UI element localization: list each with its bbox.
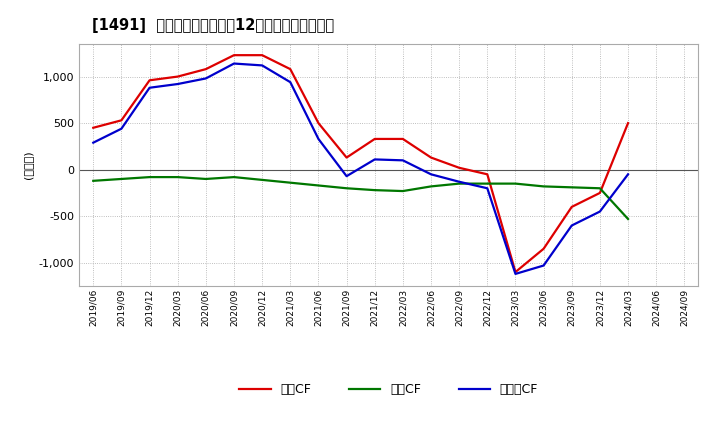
Line: 営業CF: 営業CF: [94, 55, 628, 272]
投資CF: [202, 176, 210, 182]
フリーCF: [286, 80, 294, 85]
フリーCF: [511, 271, 520, 277]
投資CF: [483, 181, 492, 186]
フリーCF: [539, 263, 548, 268]
フリーCF: [399, 158, 408, 163]
投資CF: [370, 187, 379, 193]
投資CF: [342, 186, 351, 191]
投資CF: [455, 181, 464, 186]
営業CF: [286, 66, 294, 72]
フリーCF: [174, 81, 182, 87]
営業CF: [89, 125, 98, 130]
フリーCF: [145, 85, 154, 90]
Y-axis label: (百万円): (百万円): [23, 150, 33, 180]
営業CF: [117, 117, 126, 123]
営業CF: [427, 155, 436, 160]
フリーCF: [455, 179, 464, 184]
フリーCF: [342, 173, 351, 179]
営業CF: [370, 136, 379, 142]
投資CF: [117, 176, 126, 182]
営業CF: [145, 77, 154, 83]
投資CF: [89, 178, 98, 183]
フリーCF: [567, 223, 576, 228]
フリーCF: [258, 63, 266, 68]
投資CF: [624, 216, 632, 222]
投資CF: [145, 174, 154, 180]
営業CF: [230, 52, 238, 58]
投資CF: [427, 184, 436, 189]
Line: フリーCF: フリーCF: [94, 63, 628, 274]
営業CF: [342, 155, 351, 160]
Text: [1491]  キャッシュフローの12か月移動合計の推移: [1491] キャッシュフローの12か月移動合計の推移: [91, 18, 333, 33]
営業CF: [511, 269, 520, 275]
営業CF: [455, 165, 464, 170]
フリーCF: [624, 172, 632, 177]
フリーCF: [314, 136, 323, 142]
営業CF: [174, 74, 182, 79]
投資CF: [314, 183, 323, 188]
営業CF: [539, 246, 548, 251]
営業CF: [483, 172, 492, 177]
投資CF: [567, 185, 576, 190]
投資CF: [399, 188, 408, 194]
フリーCF: [89, 140, 98, 145]
営業CF: [399, 136, 408, 142]
フリーCF: [595, 209, 604, 214]
フリーCF: [427, 172, 436, 177]
フリーCF: [117, 126, 126, 131]
投資CF: [511, 181, 520, 186]
フリーCF: [230, 61, 238, 66]
フリーCF: [483, 186, 492, 191]
投資CF: [174, 174, 182, 180]
投資CF: [286, 180, 294, 185]
投資CF: [539, 184, 548, 189]
Legend: 営業CF, 投資CF, フリーCF: 営業CF, 投資CF, フリーCF: [239, 383, 539, 396]
営業CF: [595, 190, 604, 195]
営業CF: [258, 52, 266, 58]
Line: 投資CF: 投資CF: [94, 177, 628, 219]
営業CF: [202, 66, 210, 72]
営業CF: [314, 121, 323, 126]
営業CF: [624, 121, 632, 126]
フリーCF: [370, 157, 379, 162]
フリーCF: [202, 76, 210, 81]
投資CF: [258, 177, 266, 183]
投資CF: [230, 174, 238, 180]
営業CF: [567, 204, 576, 209]
投資CF: [595, 186, 604, 191]
